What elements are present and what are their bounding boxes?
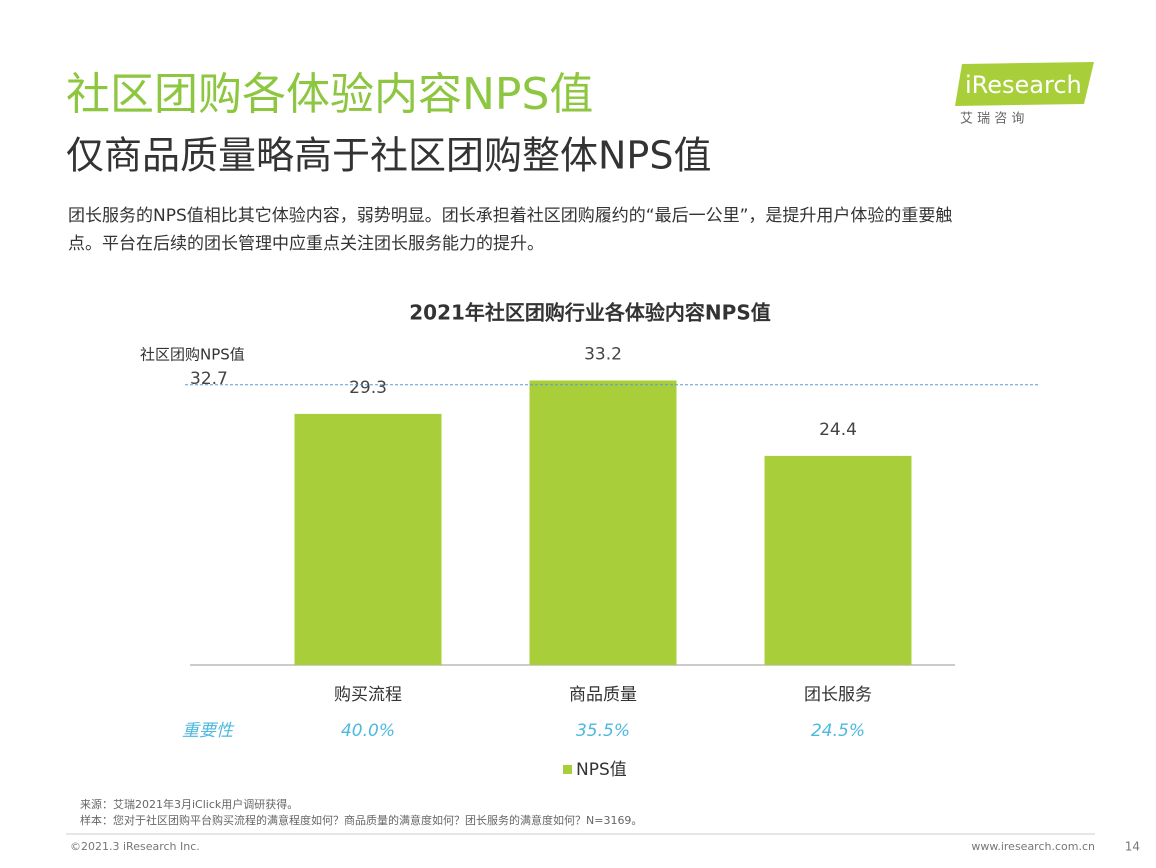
importance-value: 24.5% xyxy=(811,721,865,741)
bar xyxy=(529,380,677,665)
value-label: 24.4 xyxy=(819,420,857,440)
logo-sub: 艾 瑞 咨 询 xyxy=(960,112,1024,127)
legend-label: NPS值 xyxy=(576,760,627,780)
description: 点。平台在后续的团长管理中应重点关注团长服务能力的提升。 xyxy=(68,234,544,254)
description: 团长服务的NPS值相比其它体验内容，弱势明显。团长承担着社区团购履约的“最后一公… xyxy=(68,206,952,226)
importance-value: 35.5% xyxy=(576,721,630,741)
importance-value: 40.0% xyxy=(341,721,395,741)
subtitle: 仅商品质量略高于社区团购整体NPS值 xyxy=(66,134,711,178)
value-label: 33.2 xyxy=(584,344,622,364)
bar xyxy=(764,455,912,665)
website: www.iresearch.com.cn xyxy=(971,840,1095,853)
x-tick-label: 团长服务 xyxy=(804,685,872,705)
importance-label: 重要性 xyxy=(182,721,235,741)
logo: iResearch xyxy=(965,71,1082,99)
title: 社区团购各体验内容NPS值 xyxy=(66,69,593,120)
logo-box xyxy=(955,62,1094,106)
reference-value: 32.7 xyxy=(190,369,228,389)
value-label: 29.3 xyxy=(349,378,387,398)
chart-title: 2021年社区团购行业各体验内容NPS值 xyxy=(409,301,770,325)
sample: 样本：您对于社区团购平台购买流程的满意程度如何？商品质量的满意度如何？团长服务的… xyxy=(80,813,642,827)
x-tick-label: 商品质量 xyxy=(569,685,637,705)
reference-label: 社区团购NPS值 xyxy=(140,346,245,364)
copyright: ©2021.3 iResearch Inc. xyxy=(70,840,200,853)
legend-swatch xyxy=(563,765,572,774)
page-number: 14 xyxy=(1125,840,1140,854)
source: 来源：艾瑞2021年3月iClick用户调研获得。 xyxy=(80,797,298,811)
x-tick-label: 购买流程 xyxy=(334,685,402,705)
bar xyxy=(294,413,442,665)
